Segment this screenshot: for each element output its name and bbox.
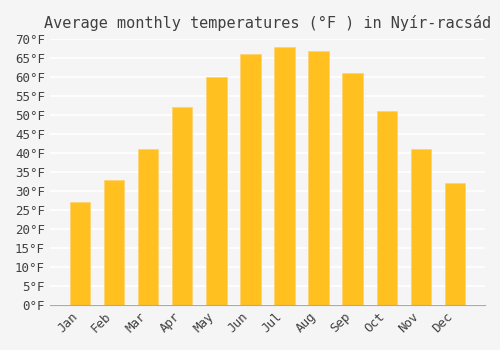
Title: Average monthly temperatures (°F ) in Nyír-racsád: Average monthly temperatures (°F ) in Ny… [44,15,491,31]
Bar [206,77,227,305]
Bar [104,180,124,305]
Bar [342,73,363,305]
Bar [308,50,329,305]
Bar [172,107,193,305]
Bar [376,111,397,305]
Bar [138,149,158,305]
Bar [70,202,90,305]
Bar [274,47,294,305]
Bar [240,54,260,305]
Bar [410,149,431,305]
Bar [445,183,465,305]
